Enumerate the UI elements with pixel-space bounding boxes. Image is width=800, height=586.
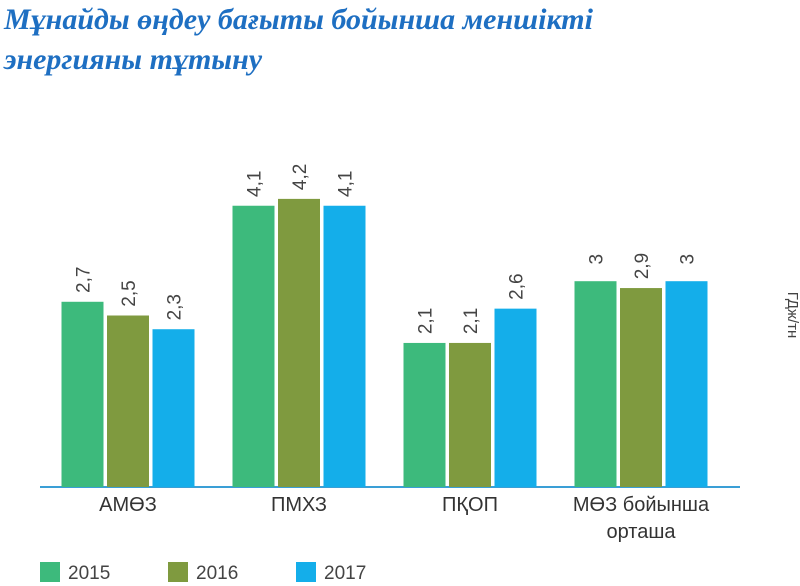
legend-label: 2015 bbox=[68, 563, 110, 584]
value-label: 2,1 bbox=[461, 308, 482, 334]
value-label: 2,6 bbox=[507, 273, 528, 299]
value-label: 4,2 bbox=[290, 164, 311, 190]
title-line: энергияны тұтыну bbox=[4, 43, 263, 76]
title-line: Мұнайды өңдеу бағыты бойынша меншікті bbox=[4, 3, 593, 36]
value-label: 2,5 bbox=[119, 280, 140, 306]
bar bbox=[494, 308, 537, 487]
bar bbox=[449, 342, 491, 487]
bar bbox=[323, 205, 366, 488]
bar bbox=[665, 281, 708, 487]
y-axis-label: ГДж/тн bbox=[784, 292, 800, 339]
bar bbox=[61, 301, 104, 487]
x-tick-label: АМӨЗ bbox=[99, 494, 157, 516]
bar bbox=[620, 288, 662, 487]
bar bbox=[107, 315, 149, 487]
value-label: 2,7 bbox=[74, 267, 95, 293]
chart-title: Мұнайды өңдеу бағыты бойынша меншікті эн… bbox=[4, 0, 593, 80]
x-tick-label: МӨЗ бойынша орташа bbox=[572, 494, 710, 543]
value-label: 3 bbox=[587, 254, 608, 265]
x-tick-label: ПМХЗ bbox=[270, 494, 327, 516]
bar bbox=[232, 205, 275, 488]
legend-swatch bbox=[296, 562, 316, 582]
x-tick-label: ПҚОП bbox=[442, 494, 498, 516]
value-label: 2,3 bbox=[165, 294, 186, 320]
legend-label: 2016 bbox=[196, 563, 238, 584]
value-label: 4,1 bbox=[245, 171, 266, 197]
legend-swatch bbox=[168, 562, 188, 582]
legend-label: 2017 bbox=[324, 563, 366, 584]
bar bbox=[278, 198, 320, 487]
bar bbox=[403, 342, 446, 487]
value-label: 4,1 bbox=[336, 171, 357, 197]
value-label: 3 bbox=[678, 254, 699, 265]
bar bbox=[574, 281, 617, 487]
value-label: 2,1 bbox=[416, 308, 437, 334]
bar bbox=[152, 329, 195, 487]
legend-swatch bbox=[40, 562, 60, 582]
value-label: 2,9 bbox=[632, 253, 653, 279]
